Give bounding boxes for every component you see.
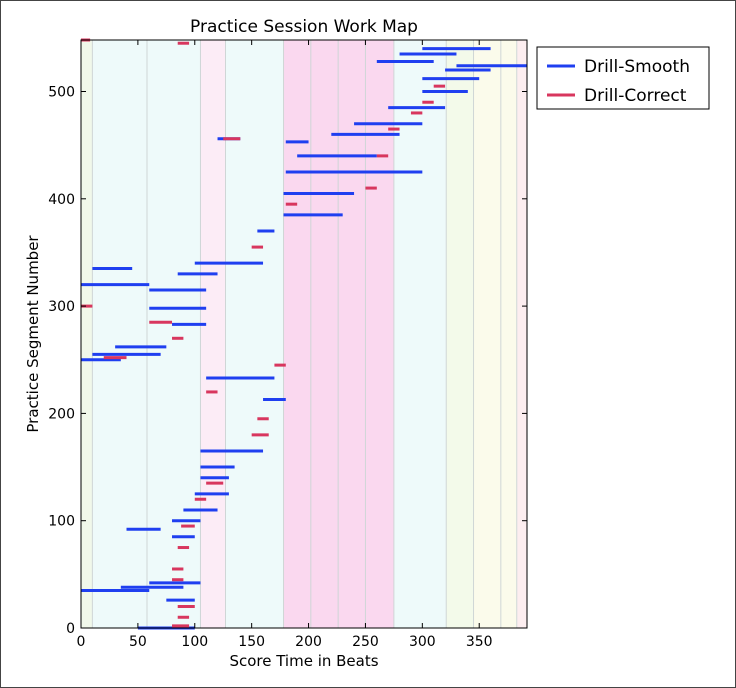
section-band-13 [516,40,527,628]
y-tick-label-2: 200 [48,406,75,422]
legend: Drill-Smooth Drill-Correct [536,46,710,110]
x-axis-label: Score Time in Beats [229,652,378,670]
x-tick-label-3: 150 [238,634,265,650]
section-lines [91,40,518,628]
x-tick-label-2: 100 [181,634,208,650]
x-tick-label-0: 0 [77,634,86,650]
legend-label-0: Drill-Smooth [584,57,690,77]
x-tick-label-7: 350 [466,634,493,650]
section-band-5 [283,40,311,628]
section-band-9 [393,40,447,628]
x-tick-label-1: 50 [129,634,147,650]
section-band-7 [338,40,366,628]
section-band-11 [473,40,501,628]
x-axis: 0 50 100 150 200 250 300 350 [77,40,493,650]
plot-border [80,39,528,629]
section-bands [81,40,527,628]
y-tick-label-4: 400 [48,192,75,208]
section-band-1 [92,40,147,628]
legend-box [536,46,710,110]
y-tick-label-0: 0 [66,621,75,637]
legend-label-1: Drill-Correct [584,86,687,106]
y-tick-label-3: 300 [48,299,75,315]
section-band-6 [310,40,339,628]
y-tick-label-5: 500 [48,85,75,101]
x-tick-label-5: 250 [352,634,379,650]
section-band-3 [200,40,226,628]
section-band-2 [146,40,201,628]
y-tick-label-1: 100 [48,514,75,530]
x-tick-label-6: 300 [409,634,436,650]
chart-title: Practice Session Work Map [190,17,418,37]
x-tick-label-4: 200 [295,634,322,650]
y-axis-label: Practice Segment Number [24,235,42,433]
section-band-4 [225,40,284,628]
section-band-12 [500,40,517,628]
y-axis: 0 100 200 300 400 500 [48,85,527,637]
section-band-0 [81,40,93,628]
section-band-8 [365,40,394,628]
drill-segments [81,38,527,630]
section-band-10 [446,40,474,628]
